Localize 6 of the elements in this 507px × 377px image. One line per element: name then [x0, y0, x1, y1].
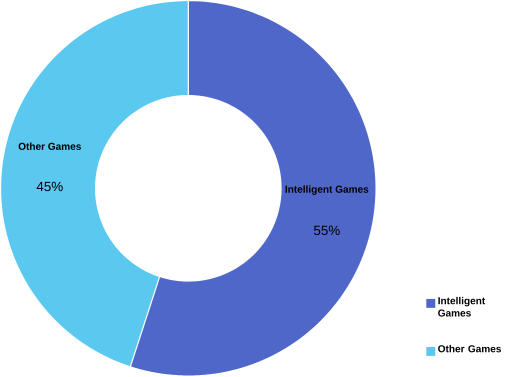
slice-label: Other Games [18, 142, 81, 150]
data-label: 55% [314, 226, 340, 236]
legend-label: Other Games [438, 345, 502, 353]
legend-label: Intelligent Games [438, 297, 486, 317]
data-label: 45% [36, 182, 63, 192]
slice-label: Intelligent Games [286, 186, 368, 196]
